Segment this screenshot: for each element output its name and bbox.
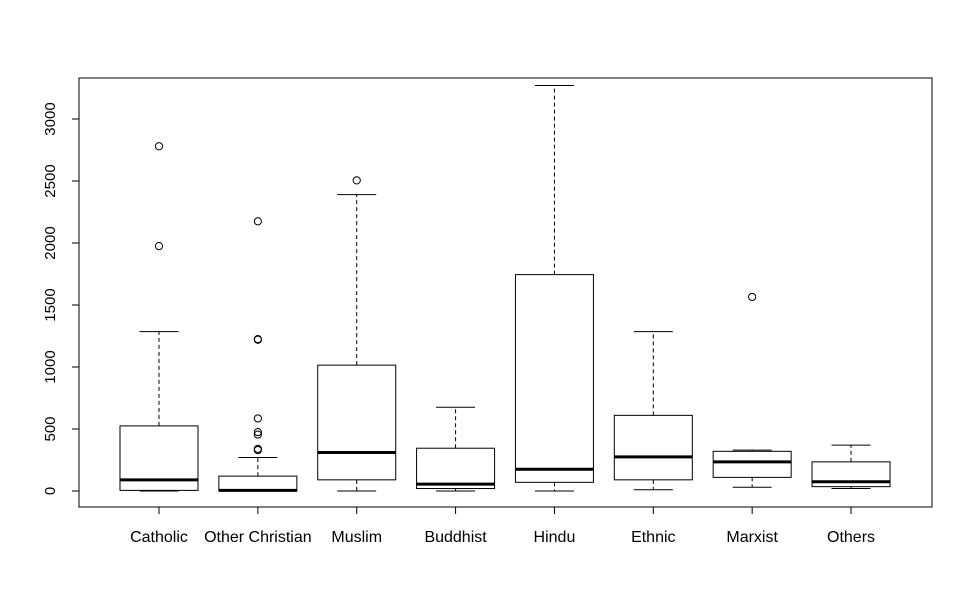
box-iqr: [712, 450, 792, 478]
x-axis: Catholic Other Christian Muslim Buddhist Hin…: [130, 506, 875, 546]
box-iqr: [416, 447, 496, 490]
outlier-point: [748, 292, 757, 302]
box-group: [811, 444, 891, 490]
x-tick-label: Muslim: [331, 529, 382, 546]
x-tick-label: Other Christian: [204, 529, 312, 546]
box-group: [416, 406, 496, 492]
y-tick-label: 1500: [42, 288, 59, 321]
box-iqr: [514, 274, 594, 483]
y-axis: 0 500 1000 1500 2000 2500 3000: [42, 102, 80, 495]
y-tick-label: 2000: [42, 226, 59, 259]
box-group: [613, 331, 693, 491]
outlier-point: [154, 142, 164, 151]
x-tick-label: Marxist: [726, 529, 778, 546]
box-group: [119, 142, 199, 492]
y-tick-label: 2500: [42, 164, 59, 197]
x-tick-label: Others: [827, 529, 875, 546]
outlier-point: [352, 176, 361, 185]
box-group: [317, 176, 397, 492]
box-iqr: [613, 414, 693, 481]
outlier-point: [253, 428, 262, 437]
outlier-point: [253, 217, 262, 226]
y-tick-label: 3000: [42, 102, 59, 135]
outlier-point: [154, 242, 164, 251]
box-group: [712, 292, 792, 488]
x-tick-label: Hindu: [534, 529, 576, 546]
y-tick-label: 0: [42, 487, 59, 495]
x-tick-label: Catholic: [130, 529, 188, 546]
x-tick-label: Ethnic: [631, 529, 675, 546]
outlier-point: [253, 430, 262, 439]
outlier-point: [253, 335, 262, 344]
x-tick-label: Buddhist: [424, 529, 487, 546]
outlier-point: [253, 414, 262, 423]
y-tick-label: 500: [42, 416, 59, 441]
box-iqr: [317, 364, 397, 481]
plot-frame: [78, 77, 933, 508]
box-group: [514, 85, 594, 492]
y-tick-label: 1000: [42, 350, 59, 383]
box-iqr: [218, 475, 298, 492]
boxes: [119, 85, 891, 492]
box-group: [218, 217, 298, 492]
outlier-point: [253, 444, 262, 453]
